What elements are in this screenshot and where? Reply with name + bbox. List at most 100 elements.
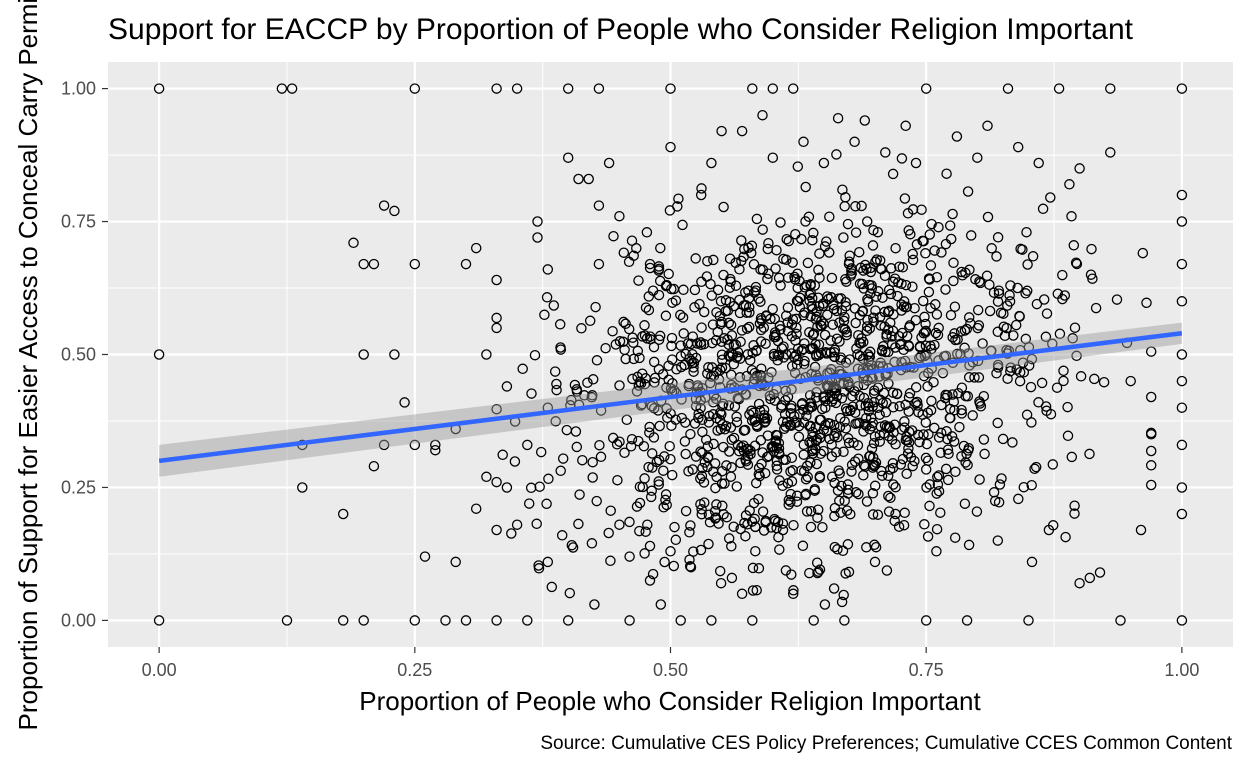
data-point — [931, 523, 943, 535]
data-point — [337, 615, 349, 626]
data-point — [840, 357, 852, 368]
data-point — [787, 257, 798, 268]
data-point — [769, 395, 781, 406]
data-point — [1070, 257, 1082, 268]
data-point — [988, 287, 1000, 298]
data-point — [1089, 373, 1100, 385]
data-point — [731, 416, 743, 428]
data-point — [812, 504, 824, 515]
data-point — [771, 455, 783, 466]
data-point — [1145, 427, 1157, 439]
data-point — [617, 336, 629, 348]
data-point — [899, 507, 910, 519]
data-point — [653, 479, 665, 490]
data-point — [829, 510, 840, 522]
data-point — [720, 295, 732, 306]
data-point — [840, 403, 852, 414]
data-point — [785, 488, 796, 500]
data-point — [610, 339, 622, 350]
data-point — [869, 431, 881, 442]
data-point — [666, 420, 677, 431]
data-point — [877, 397, 889, 409]
data-point — [1062, 401, 1073, 413]
data-point — [717, 400, 728, 412]
data-point — [782, 302, 794, 313]
data-point — [753, 563, 765, 574]
data-point — [716, 349, 728, 360]
data-point — [817, 300, 829, 312]
data-point — [881, 331, 892, 342]
data-point — [955, 326, 967, 337]
data-point — [772, 355, 783, 366]
data-point — [870, 291, 882, 302]
data-point — [755, 370, 767, 381]
data-point — [603, 527, 614, 539]
data-point — [644, 575, 656, 586]
data-point — [730, 280, 742, 291]
data-point — [818, 445, 829, 457]
data-point — [1137, 247, 1149, 259]
data-point — [696, 183, 707, 194]
data-point — [653, 364, 665, 375]
data-point — [586, 538, 598, 549]
data-point — [854, 390, 865, 402]
data-point — [923, 286, 935, 298]
data-point — [858, 426, 869, 437]
data-point — [723, 400, 735, 411]
data-point — [783, 494, 795, 506]
data-point — [883, 506, 895, 517]
data-point — [525, 482, 537, 494]
data-point — [1036, 377, 1048, 389]
data-point — [743, 285, 754, 296]
data-point — [804, 390, 816, 401]
data-point — [880, 147, 891, 158]
data-point — [886, 434, 898, 445]
data-point — [897, 262, 909, 273]
data-point — [869, 480, 881, 492]
data-point — [786, 569, 797, 580]
data-point — [733, 445, 745, 457]
data-point — [809, 361, 821, 373]
data-point — [501, 482, 513, 493]
data-point — [889, 419, 900, 430]
data-point — [690, 352, 702, 364]
data-point — [933, 432, 945, 443]
data-point — [956, 404, 967, 416]
data-point — [883, 490, 894, 502]
data-point — [972, 152, 983, 163]
data-point — [677, 312, 689, 323]
data-point — [898, 519, 910, 531]
data-point — [947, 332, 958, 343]
data-point — [748, 259, 760, 270]
data-point — [774, 544, 785, 555]
data-point — [899, 416, 910, 427]
data-point — [633, 275, 644, 286]
data-point — [1002, 373, 1013, 384]
regression-line — [158, 330, 1183, 464]
data-point — [655, 599, 667, 610]
data-point — [791, 328, 802, 340]
data-point — [491, 476, 502, 488]
data-point — [1064, 179, 1075, 190]
data-point — [696, 414, 708, 426]
data-point — [751, 421, 763, 432]
data-point — [816, 315, 827, 327]
data-point — [762, 430, 774, 441]
data-point — [956, 408, 968, 419]
data-point — [789, 367, 801, 379]
data-point — [491, 322, 502, 334]
data-point — [685, 561, 697, 573]
data-point — [849, 456, 861, 467]
data-point — [1074, 577, 1085, 589]
data-point — [571, 441, 583, 453]
data-point — [1038, 294, 1050, 305]
data-point — [801, 506, 813, 517]
data-point — [1176, 508, 1188, 520]
data-point — [839, 416, 850, 427]
data-point — [723, 533, 735, 544]
data-point — [866, 283, 878, 294]
data-point — [931, 309, 943, 320]
data-point — [1176, 482, 1188, 493]
data-point — [153, 615, 165, 626]
data-point — [571, 384, 582, 395]
